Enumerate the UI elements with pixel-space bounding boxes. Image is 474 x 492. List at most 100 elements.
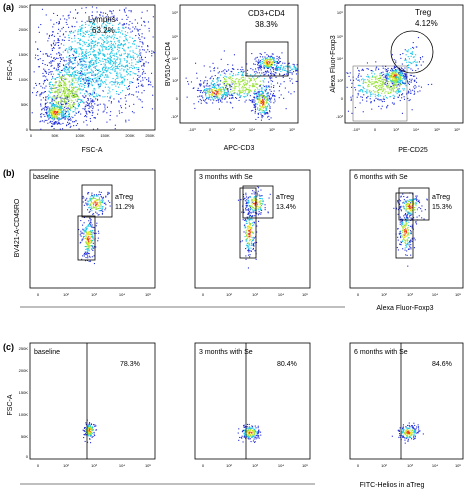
event-dot — [257, 83, 259, 85]
event-dot — [224, 69, 226, 71]
event-dot — [110, 95, 112, 97]
event-dot — [294, 68, 296, 70]
event-dot — [263, 63, 265, 65]
event-dot — [121, 64, 123, 66]
event-dot — [278, 57, 280, 59]
event-dot — [397, 80, 399, 82]
event-dot — [277, 67, 279, 69]
event-dot — [102, 196, 104, 198]
event-dot — [138, 61, 140, 63]
event-dot — [92, 40, 94, 42]
event-dot — [107, 22, 109, 24]
event-dot — [293, 67, 295, 69]
gate-box — [77, 215, 96, 261]
event-dot — [391, 73, 393, 75]
event-dot — [397, 88, 399, 90]
event-dot — [269, 111, 271, 113]
event-dot — [248, 92, 250, 94]
event-dot — [222, 70, 224, 72]
event-dot — [225, 85, 227, 87]
event-dot — [104, 37, 106, 39]
y-axis-label: FSC-A — [7, 59, 14, 80]
event-dot — [48, 83, 50, 85]
event-dot — [202, 92, 204, 94]
event-dot — [89, 224, 91, 226]
event-dot — [61, 92, 63, 94]
event-dot — [100, 82, 102, 84]
event-dot — [212, 91, 214, 93]
event-dot — [49, 102, 51, 104]
event-dot — [274, 74, 276, 76]
event-dot — [79, 26, 81, 28]
event-dot — [399, 90, 401, 92]
event-dot — [39, 93, 41, 95]
event-dot — [51, 122, 53, 124]
event-dot — [248, 77, 250, 79]
event-dot — [37, 55, 39, 57]
event-dot — [57, 111, 59, 113]
event-dot — [91, 232, 93, 234]
event-dot — [66, 101, 68, 103]
event-dot — [136, 28, 138, 30]
event-dot — [225, 93, 227, 95]
event-dot — [389, 86, 391, 88]
event-dot — [394, 77, 396, 79]
event-dot — [122, 76, 124, 78]
event-dot — [48, 109, 50, 111]
event-dot — [244, 91, 246, 93]
event-dot — [90, 35, 92, 37]
event-dot — [393, 87, 395, 89]
event-dot — [427, 84, 429, 86]
event-dot — [91, 29, 93, 31]
event-dot — [142, 59, 144, 61]
event-dot — [35, 94, 37, 96]
event-dot — [100, 199, 102, 201]
event-dot — [131, 111, 133, 113]
event-dot — [249, 230, 251, 232]
event-dot — [247, 242, 249, 244]
event-dot — [252, 247, 254, 249]
event-dot — [131, 56, 133, 58]
event-dot — [258, 95, 260, 97]
event-dot — [260, 207, 262, 209]
event-dot — [49, 88, 51, 90]
event-dot — [105, 207, 107, 209]
event-dot — [106, 74, 108, 76]
event-dot — [221, 98, 223, 100]
event-dot — [263, 59, 265, 61]
event-dot — [92, 78, 94, 80]
event-dot — [55, 57, 57, 59]
event-dot — [245, 75, 247, 77]
event-dot — [91, 244, 93, 246]
event-dot — [245, 218, 247, 220]
event-dot — [111, 48, 113, 50]
event-dot — [231, 86, 233, 88]
event-dot — [235, 74, 237, 76]
event-dot — [117, 68, 119, 70]
event-dot — [111, 60, 113, 62]
event-dot — [59, 106, 61, 108]
event-dot — [78, 71, 80, 73]
event-dot — [63, 65, 65, 67]
event-dot — [228, 77, 230, 79]
event-dot — [288, 71, 290, 73]
event-dot — [79, 72, 81, 74]
event-dot — [58, 68, 60, 70]
event-dot — [77, 89, 79, 91]
event-dot — [87, 82, 89, 84]
event-dot — [124, 23, 126, 25]
event-dot — [237, 68, 239, 70]
event-dot — [123, 70, 125, 72]
event-dot — [103, 110, 105, 112]
event-dot — [223, 92, 225, 94]
event-dot — [211, 75, 213, 77]
event-dot — [79, 98, 81, 100]
event-dot — [51, 120, 53, 122]
event-dot — [54, 82, 56, 84]
event-dot — [231, 94, 233, 96]
event-dot — [82, 77, 84, 79]
event-dot — [59, 95, 61, 97]
event-dot — [60, 89, 62, 91]
event-dot — [63, 99, 65, 101]
event-dot — [413, 61, 415, 63]
